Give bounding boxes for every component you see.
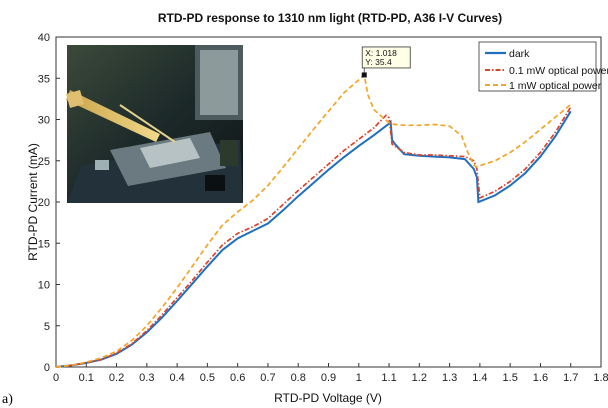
y-tick-label: 25 <box>38 156 50 168</box>
x-tick-label: 1.5 <box>503 372 518 384</box>
x-tick-label: 1.2 <box>412 372 427 384</box>
x-axis-ticks: 0 0.1 0.2 0.3 0.4 0.5 0.6 0.7 0.8 0.9 1 1.1 1.2 1.3 1.… <box>53 363 608 384</box>
x-tick-label: 0.1 <box>79 372 94 384</box>
x-tick-label: 1.8 <box>593 372 608 384</box>
legend-box <box>478 41 597 92</box>
legend-label-1mw: 1 mW optical power <box>509 80 602 92</box>
series-line-0-1-mw-optical-power <box>55 106 572 368</box>
y-tick-label: 15 <box>38 238 50 250</box>
y-axis-title: RTD-PD Current (mA) <box>26 143 40 261</box>
inset-photograph <box>66 45 243 203</box>
series-layer <box>55 73 572 368</box>
x-tick-label: 1.1 <box>381 372 396 384</box>
x-tick-label: 1.3 <box>442 372 457 384</box>
data-tip-marker <box>361 72 367 78</box>
data-tip-x-text: X: 1.018 <box>365 48 397 58</box>
x-tick-label: 0.5 <box>200 372 215 384</box>
x-tick-label: 0.3 <box>139 372 154 384</box>
series-line-dark <box>55 110 572 368</box>
y-tick-label: 10 <box>38 280 50 292</box>
x-tick-label: 0.2 <box>109 372 124 384</box>
x-tick-label: 1.4 <box>472 372 487 384</box>
x-tick-label: 0.7 <box>260 372 275 384</box>
legend-label-0.1mw: 0.1 mW optical power <box>509 65 608 77</box>
data-tip: X: 1.018 Y: 35.4 <box>361 46 411 78</box>
y-tick-label: 5 <box>44 321 50 333</box>
x-tick-label: 1.7 <box>563 372 578 384</box>
data-tip-box <box>361 46 411 69</box>
data-tip-y-text: Y: 35.4 <box>365 57 392 67</box>
chart-title: RTD-PD response to 1310 nm light (RTD-PD… <box>158 11 502 25</box>
y-axis-ticks: 0 5 10 15 20 25 30 35 40 <box>38 32 60 374</box>
x-axis-title: RTD-PD Voltage (V) <box>274 391 382 405</box>
x-tick-label: 0.8 <box>291 372 306 384</box>
x-tick-label: 1.6 <box>533 372 548 384</box>
y-tick-label: 35 <box>38 73 50 85</box>
x-tick-label: 1 <box>356 372 362 384</box>
x-tick-label: 0.4 <box>169 372 184 384</box>
y-tick-label: 30 <box>38 115 50 127</box>
y-tick-label: 40 <box>38 32 50 44</box>
x-tick-label: 0.9 <box>321 372 336 384</box>
legend: dark 0.1 mW optical power 1 mW optical p… <box>478 41 608 92</box>
x-tick-label: 0.6 <box>230 372 245 384</box>
y-tick-label: 0 <box>44 362 50 374</box>
series-line-1-mw-optical-power <box>55 73 572 368</box>
panel-label: a) <box>2 392 13 407</box>
x-tick-label: 0 <box>53 372 59 384</box>
y-tick-label: 20 <box>38 197 50 209</box>
legend-label-dark: dark <box>509 48 530 60</box>
